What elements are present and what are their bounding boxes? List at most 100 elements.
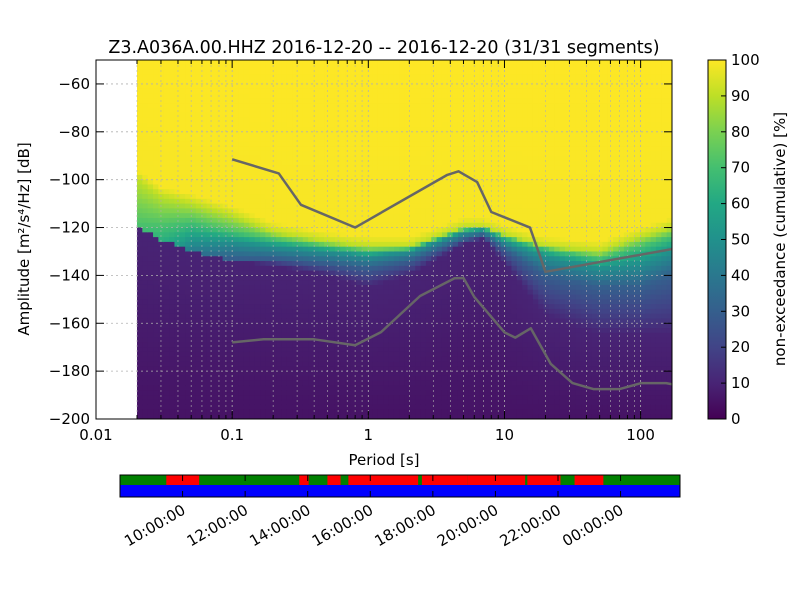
heatmap-cell [361,299,368,305]
heatmap-cell [484,213,491,219]
heatmap-cell [441,155,448,162]
heatmap-cell [313,127,320,133]
heatmap-cell [254,141,261,147]
heatmap-cell [185,179,192,186]
heatmap-cell [463,256,470,262]
heatmap-cell [211,227,218,233]
heatmap-cell [340,131,347,138]
heatmap-cell [361,280,368,286]
heatmap-cell [474,246,480,253]
heatmap-cell [420,237,427,243]
heatmap-cell [393,414,400,419]
heatmap-cell [302,98,309,104]
heatmap-cell [227,337,234,344]
heatmap-cell [153,227,159,233]
heatmap-cell [372,366,379,372]
heatmap-cell [153,347,159,353]
heatmap-cell [174,60,181,66]
heatmap-cell [457,203,464,209]
heatmap-cell [179,347,186,353]
heatmap-cell [490,69,497,75]
heatmap-cell [452,366,459,372]
heatmap-cell [361,160,368,166]
heatmap-cell [484,399,491,406]
heatmap-cell [254,203,261,209]
heatmap-cell [383,265,390,272]
heatmap-cell [436,332,443,339]
heatmap-cell [281,380,288,387]
heatmap-cell [415,83,422,90]
heatmap-cell [324,385,331,391]
heatmap-cell [249,117,256,123]
heatmap-cell [463,313,470,320]
heatmap-cell [474,265,480,272]
heatmap-cell [265,380,272,387]
heatmap-cell [329,356,336,363]
heatmap-cell [158,127,165,133]
heatmap-cell [308,155,315,162]
heatmap-cell [334,399,341,406]
heatmap-cell [463,74,470,80]
heatmap-cell [318,141,325,147]
heatmap-cell [211,141,218,147]
heatmap-cell [372,361,379,367]
heatmap-cell [185,103,192,109]
heatmap-cell [211,117,218,123]
heatmap-cell [249,74,256,80]
heatmap-cell [190,98,197,104]
heatmap-cell [441,332,448,339]
heatmap-cell [169,328,176,334]
heatmap-cell [174,198,181,205]
heatmap-cell [377,141,384,147]
heatmap-cell [281,366,288,372]
heatmap-cell [243,237,250,243]
heatmap-cell [136,79,143,85]
heatmap-cell [222,69,229,75]
heatmap-cell [452,165,459,171]
heatmap-cell [463,122,470,128]
heatmap-cell [201,174,208,181]
heatmap-cell [340,79,347,85]
heatmap-cell [436,294,443,300]
heatmap-cell [377,323,384,329]
heatmap-cell [399,141,406,147]
heatmap-cell [163,380,170,387]
heatmap-cell [190,150,197,157]
heatmap-cell [484,280,491,286]
heatmap-cell [324,265,331,272]
heatmap-cell [206,150,213,157]
heatmap-cell [399,241,406,248]
heatmap-cell [147,251,154,257]
heatmap-cell [436,237,443,243]
heatmap-cell [367,203,373,209]
heatmap-cell [367,184,373,190]
heatmap-cell [345,189,352,195]
heatmap-cell [179,174,186,181]
heatmap-cell [409,385,416,391]
heatmap-cell [399,265,406,272]
heatmap-cell [463,79,470,85]
heatmap-cell [260,308,266,315]
heatmap-cell [350,203,357,209]
heatmap-cell [334,299,341,305]
heatmap-cell [169,375,176,382]
heatmap-cell [329,194,336,200]
heatmap-cell [174,237,181,243]
heatmap-cell [329,261,336,267]
heatmap-cell [409,155,416,162]
heatmap-cell [260,251,266,257]
heatmap-cell [206,371,213,377]
heatmap-cell [142,203,149,209]
heatmap-cell [227,136,234,142]
heatmap-cell [179,112,186,119]
heatmap-cell [286,136,293,142]
heatmap-cell [174,366,181,372]
heatmap-cell [367,280,373,286]
heatmap-cell [297,203,304,209]
heatmap-cell [399,351,406,358]
heatmap-cell [308,414,315,419]
heatmap-cell [393,256,400,262]
heatmap-cell [377,414,384,419]
heatmap-cell [227,375,234,382]
heatmap-cell [206,98,213,104]
